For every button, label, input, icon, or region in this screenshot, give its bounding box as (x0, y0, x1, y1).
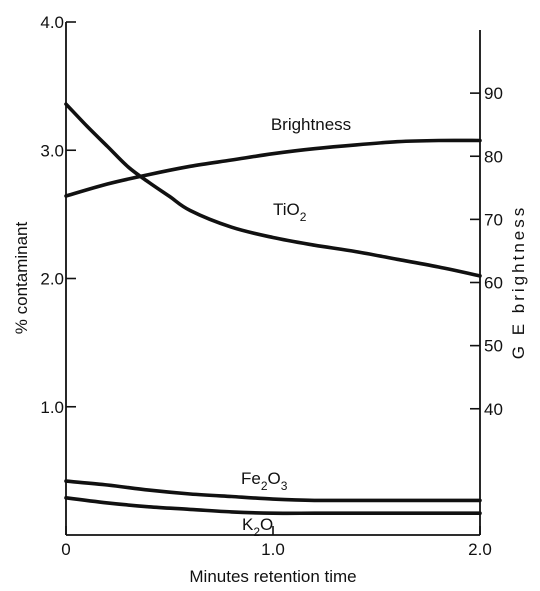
left-y-tick-label-3-0: 3.0 (40, 141, 64, 160)
x-tick-label-2-0: 2.0 (468, 540, 492, 559)
k2o-main: K (242, 515, 254, 534)
right-y-axis-title: G E brightness (509, 205, 528, 359)
right-y-tick-label-80: 80 (484, 147, 503, 166)
right-y-tick-label-70: 70 (484, 210, 503, 229)
series-label-brightness: Brightness (271, 115, 351, 134)
k2o-mid: O (260, 515, 273, 534)
tio2-main: TiO (273, 200, 300, 219)
right-y-tick-label-90: 90 (484, 84, 503, 103)
series-label-tio2: TiO2 (273, 200, 307, 224)
fe2o3-sub1: 2 (261, 479, 268, 493)
series-line-brightness (64, 138, 482, 198)
fe2o3-sub2: 3 (281, 479, 288, 493)
left-y-tick-label-4-0: 4.0 (40, 13, 64, 32)
fe2o3-mid: O (268, 469, 281, 488)
left-y-tick-label-1-0: 1.0 (40, 398, 64, 417)
ticks (65, 21, 481, 535)
right-y-tick-label-50: 50 (484, 337, 503, 356)
series-line-fe2o3 (64, 479, 482, 503)
series-label-k2o: K2O (242, 515, 273, 539)
x-axis-title: Minutes retention time (189, 567, 356, 586)
tio2-sub: 2 (300, 210, 307, 224)
right-y-tick-label-40: 40 (484, 400, 503, 419)
k2o-sub: 2 (253, 525, 260, 539)
series-line-tio2 (64, 102, 482, 278)
series-label-fe2o3: Fe2O3 (241, 469, 288, 493)
series-line-k2o (64, 496, 482, 516)
series-curves (64, 102, 482, 516)
fe2o3-main: Fe (241, 469, 261, 488)
x-tick-label-1-0: 1.0 (261, 540, 285, 559)
axes (65, 22, 481, 536)
x-tick-label-0: 0 (61, 540, 70, 559)
tick-labels: 0 1.0 2.0 1.0 2.0 3.0 4.0 40 50 60 70 80 90 (40, 13, 503, 559)
left-y-tick-label-2-0: 2.0 (40, 270, 64, 289)
right-y-tick-label-60: 60 (484, 274, 503, 293)
series-labels: Brightness TiO2 Fe2O3 K2O (241, 115, 351, 539)
left-y-axis-title: % contaminant (12, 221, 31, 334)
